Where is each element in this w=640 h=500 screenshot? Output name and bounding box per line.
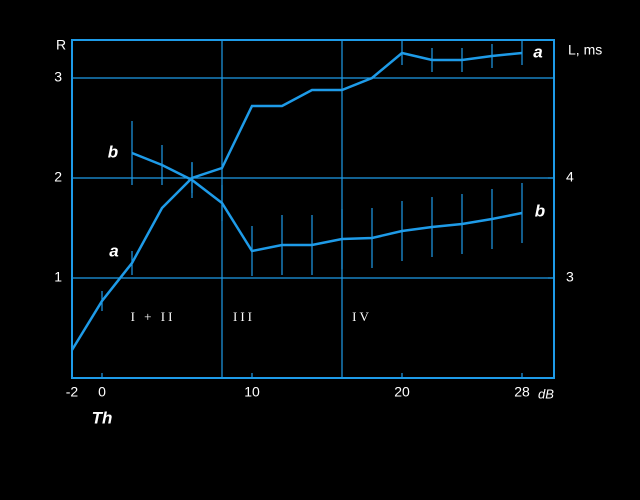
series-label: b (535, 201, 545, 220)
x-tick-label: 28 (514, 384, 530, 400)
x-tick-label: 10 (244, 384, 260, 400)
x-unit: dB (538, 386, 554, 401)
y2-tick-label: 4 (566, 169, 574, 185)
y-tick-label: 3 (54, 69, 62, 85)
y-tick-label: 2 (54, 169, 62, 185)
region-label: III (233, 309, 255, 324)
series-line (131, 151, 523, 253)
y-axis-label: R (56, 37, 66, 53)
y-tick-label: 1 (54, 269, 62, 285)
series-label: a (109, 241, 118, 260)
x-tick-label: 20 (394, 384, 410, 400)
plot-frame (71, 39, 555, 379)
region-label: IV (352, 309, 372, 324)
x-tick-label: 0 (98, 384, 106, 400)
series-line (70, 51, 523, 351)
region-label: I + II (131, 309, 176, 324)
series-label: a (533, 42, 542, 61)
y2-axis-label: L, ms (568, 42, 602, 58)
y2-tick-label: 3 (566, 269, 574, 285)
x-marker: Th (92, 408, 113, 427)
x-tick-label: -2 (66, 384, 79, 400)
series-label: b (108, 142, 118, 161)
